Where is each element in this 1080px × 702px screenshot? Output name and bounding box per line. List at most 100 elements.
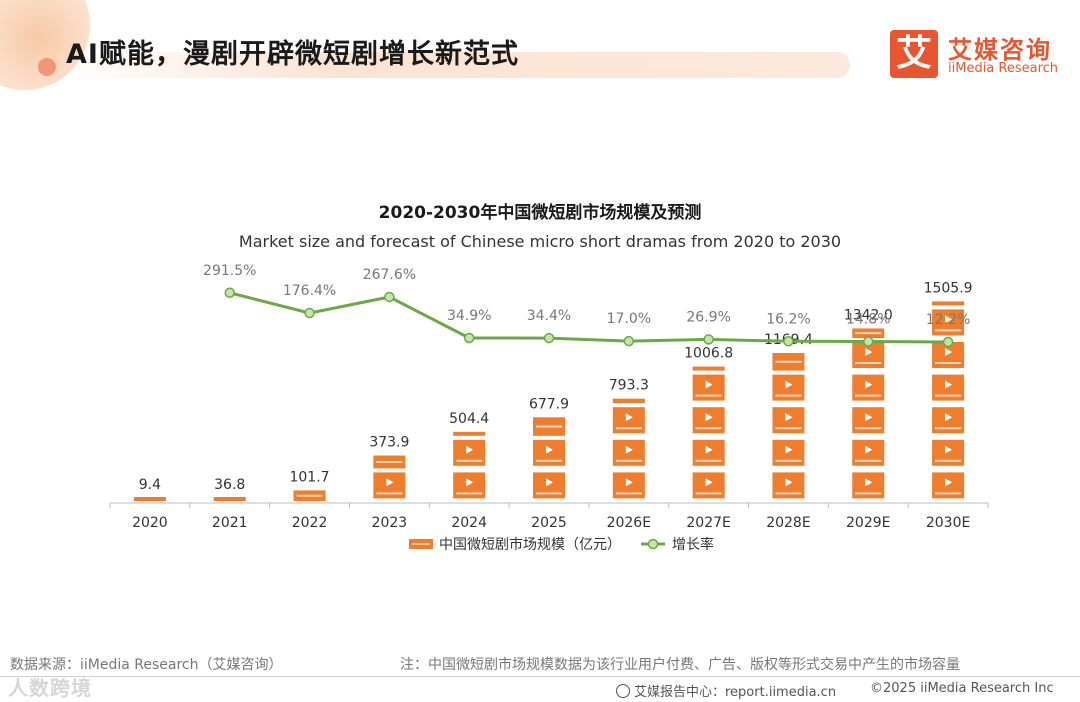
bar-block — [852, 472, 885, 499]
growth-rate-label: 267.6% — [363, 267, 416, 283]
bar-value-label: 1006.8 — [684, 346, 733, 362]
title-highlight-bar — [60, 52, 850, 78]
footer-divider — [0, 676, 1080, 677]
bar-block — [932, 439, 965, 466]
copyright: ©2025 iiMedia Research Inc — [870, 681, 1054, 696]
growth-rate-point — [384, 291, 395, 303]
chart-title: 2020-2030年中国微短剧市场规模及预测 — [378, 203, 702, 223]
growth-rate-point — [942, 336, 954, 348]
progress-line — [775, 360, 802, 363]
data-source: 数据来源：iiMedia Research（艾媒咨询） — [10, 657, 283, 673]
progress-line — [296, 494, 323, 497]
bar-partial-block — [453, 431, 486, 436]
progress-line — [695, 492, 722, 495]
growth-rate-label: 17.0% — [607, 311, 651, 327]
bar-2021 — [213, 497, 246, 501]
logo-mark-icon: 艾 — [890, 30, 938, 78]
x-tick-label: 2024 — [451, 515, 487, 531]
bar-block — [533, 439, 565, 466]
x-tick-label: 2022 — [292, 515, 328, 531]
bar-value-label: 1505.9 — [924, 280, 973, 296]
play-icon — [625, 478, 633, 487]
progress-line — [935, 492, 962, 495]
data-note: 注：中国微短剧市场规模数据为该行业用户付费、广告、版权等形式交易中产生的市场容量 — [400, 657, 960, 673]
bar-block — [772, 374, 805, 401]
progress-line — [855, 332, 882, 335]
bar-partial-block — [133, 497, 166, 501]
bar-2027E — [692, 366, 725, 499]
chart-subtitle: Market size and forecast of Chinese micr… — [238, 232, 842, 251]
progress-line — [855, 492, 882, 495]
bar-block — [692, 407, 725, 434]
play-icon — [705, 413, 713, 422]
progress-line — [775, 492, 802, 495]
bar-partial-block — [932, 301, 965, 306]
progress-line — [855, 427, 882, 430]
progress-line — [855, 459, 882, 462]
progress-line — [695, 459, 722, 462]
growth-rate-label: 176.4% — [283, 283, 336, 299]
bar-2025 — [533, 417, 565, 499]
progress-line — [615, 427, 642, 430]
bar-block — [612, 407, 645, 434]
bar-2020 — [133, 497, 166, 501]
growth-rate-point — [783, 336, 794, 347]
bar-partial-block — [692, 366, 725, 371]
play-icon — [785, 478, 793, 487]
bar-block — [692, 374, 725, 401]
iimedia-logo: 艾 艾媒咨询 iiMedia Research — [890, 30, 1070, 82]
legend-line-label: 增长率 — [672, 536, 714, 553]
page-title: AI赋能，漫剧开辟微短剧增长新范式 — [66, 39, 519, 70]
growth-rate-label: 26.9% — [686, 309, 730, 325]
bar-2023 — [373, 455, 406, 499]
report-center-text: 艾媒报告中心：report.iimedia.cn — [634, 685, 837, 700]
play-icon — [945, 413, 953, 422]
play-icon — [546, 445, 553, 454]
play-icon — [785, 445, 793, 454]
bar-block — [612, 472, 645, 499]
x-tick-label: 2020 — [132, 515, 168, 531]
progress-line — [536, 425, 562, 428]
play-icon — [945, 348, 953, 356]
x-tick-label: 2025 — [531, 515, 567, 531]
play-icon — [785, 380, 793, 389]
progress-line — [935, 394, 962, 397]
legend-bar-label: 中国微短剧市场规模（亿元） — [439, 536, 621, 553]
play-icon — [785, 413, 793, 422]
progress-line — [456, 459, 483, 462]
x-tick-label: 2030E — [926, 515, 970, 531]
play-icon — [945, 315, 953, 324]
bar-block — [612, 439, 645, 466]
logo-chinese-name: 艾媒咨询 — [948, 36, 1052, 64]
decorative-dot — [38, 58, 56, 76]
bar-value-label: 793.3 — [609, 378, 649, 394]
bar-2024 — [453, 431, 486, 499]
play-icon — [466, 478, 474, 487]
growth-rate-point — [224, 287, 235, 299]
bar-block — [373, 472, 406, 499]
growth-rate-point — [703, 334, 714, 345]
x-tick-label: 2027E — [686, 515, 730, 531]
x-tick-label: 2026E — [607, 515, 651, 531]
progress-line — [935, 427, 962, 430]
progress-line — [695, 394, 722, 397]
x-tick-label: 2023 — [372, 515, 408, 531]
bar-block — [772, 407, 805, 434]
growth-rate-label: 12.2% — [926, 312, 970, 328]
bar-partial-block — [612, 398, 645, 404]
bar-2026E — [612, 398, 645, 499]
bar-block — [852, 374, 885, 401]
play-icon — [546, 478, 553, 487]
progress-line — [935, 329, 962, 332]
globe-icon — [616, 684, 630, 698]
bar-value-label: 36.8 — [214, 477, 245, 493]
growth-rate-label: 34.4% — [527, 308, 571, 324]
report-center-link[interactable]: 艾媒报告中心：report.iimedia.cn — [616, 681, 836, 700]
logo-english-name: iiMedia Research — [948, 61, 1059, 76]
bar-block — [772, 472, 805, 499]
growth-rate-point — [463, 332, 475, 344]
bar-value-label: 504.4 — [449, 411, 489, 427]
play-icon — [705, 380, 713, 389]
x-tick-label: 2028E — [766, 515, 810, 531]
